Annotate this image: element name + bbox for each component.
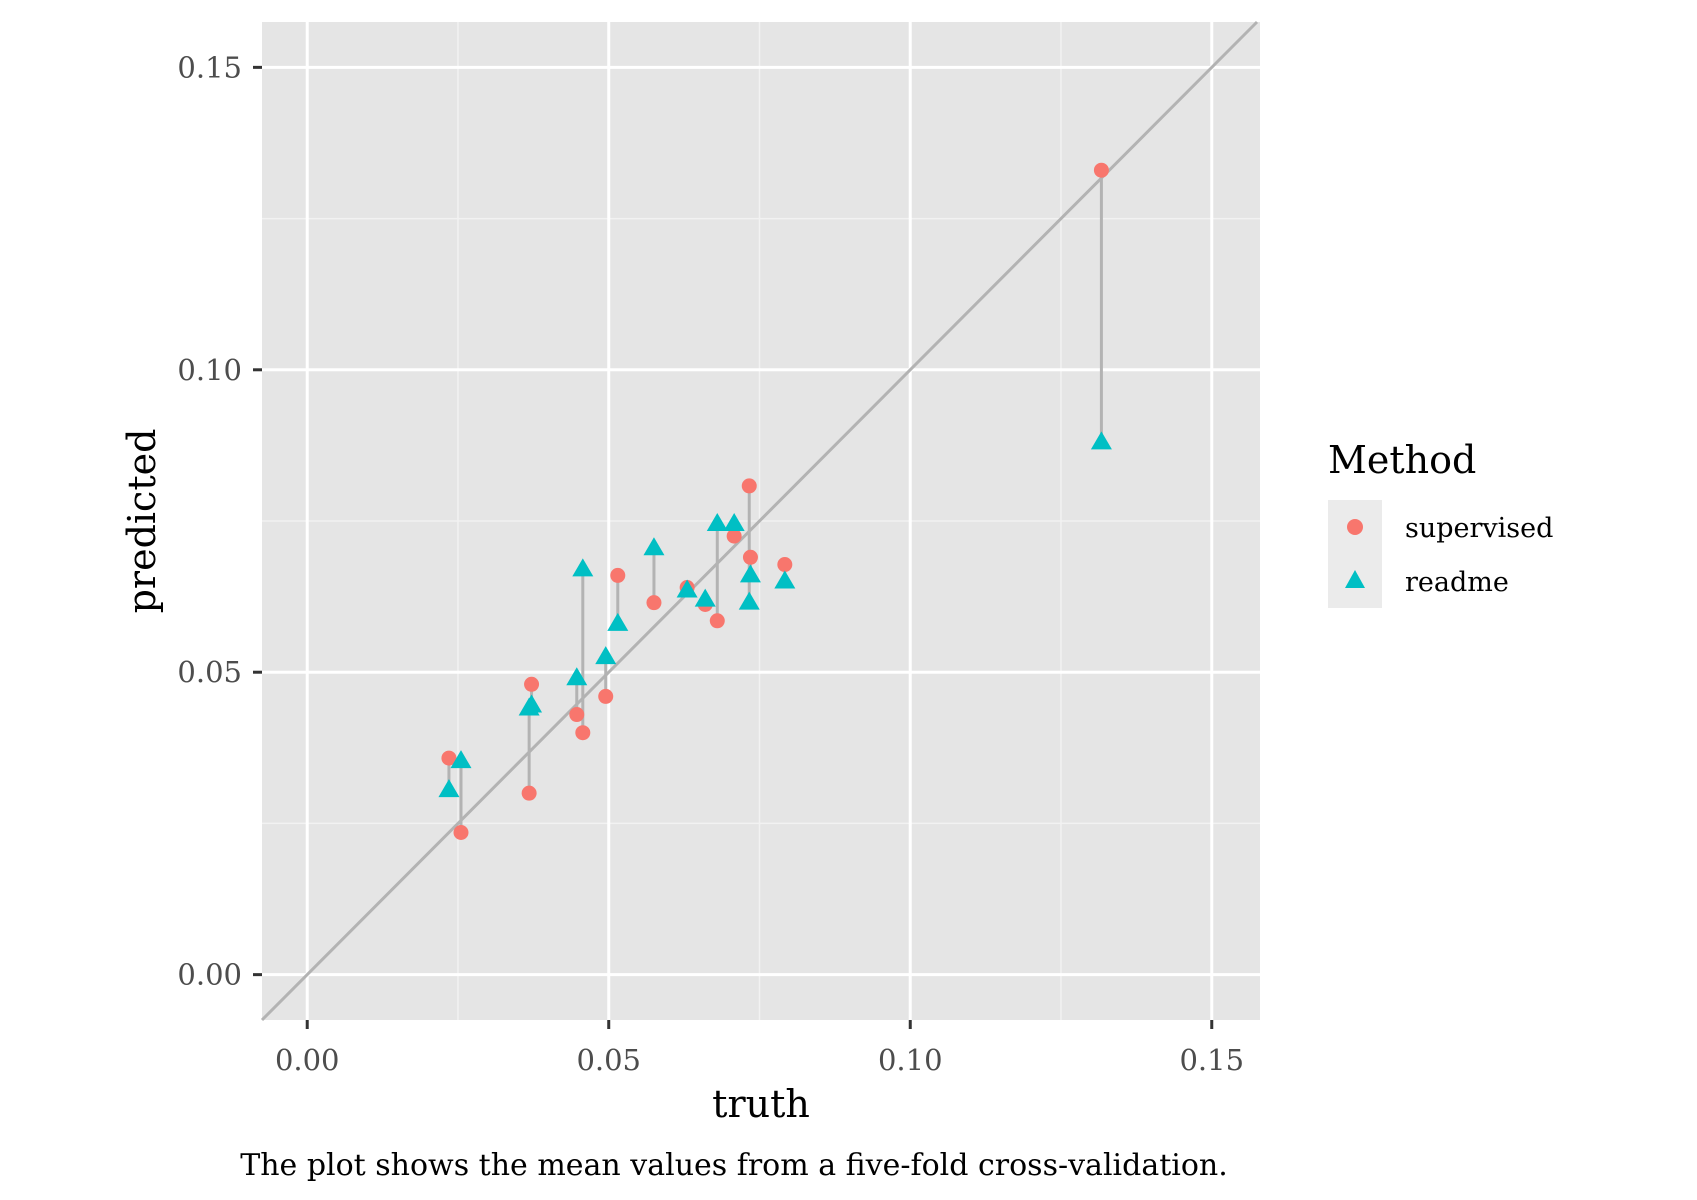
point-readme-4 [566,667,588,686]
point-supervised-8 [646,595,662,611]
y-tick-label-0: 0.00 [177,958,242,992]
point-supervised-11 [709,613,725,629]
point-supervised-7 [610,567,626,583]
point-supervised-1 [453,824,469,840]
legend-label-supervised: supervised [1405,513,1553,544]
point-supervised-13 [741,478,757,494]
point-supervised-2 [521,785,537,801]
point-readme-14 [739,564,761,583]
point-readme-11 [706,513,728,532]
point-readme-13 [738,591,760,610]
point-readme-10 [694,588,716,607]
point-supervised-4 [569,707,585,723]
x-axis: 0.00 0.05 0.10 0.15 [275,1020,1244,1077]
point-supervised-14 [742,549,758,565]
point-readme-12 [723,513,745,532]
point-supervised-0 [441,750,457,766]
y-axis: 0.00 0.05 0.10 0.15 [177,50,262,992]
supervised-points [441,162,1109,840]
x-tick-label-2: 0.10 [878,1043,943,1077]
point-readme-3 [521,694,543,713]
point-supervised-3 [524,676,540,692]
reference-line-group [260,20,1259,1022]
legend-symbol-readme [1345,570,1365,588]
x-tick-label-0: 0.00 [275,1043,340,1077]
point-readme-9 [676,579,698,598]
point-readme-5 [572,558,594,577]
legend-symbol-supervised [1347,519,1363,535]
point-supervised-12 [726,528,742,544]
y-tick-label-3: 0.15 [177,50,242,84]
point-readme-1 [450,750,472,769]
y-axis-title: predicted [120,429,164,614]
x-tick-label-3: 0.15 [1179,1043,1244,1077]
x-tick-label-1: 0.05 [576,1043,641,1077]
point-readme-6 [595,646,617,665]
major-gridlines [262,22,1260,1020]
point-supervised-5 [575,725,591,741]
caption: The plot shows the mean values from a fi… [240,1148,1228,1183]
x-axis-title: truth [712,1082,810,1126]
point-supervised-6 [598,688,614,704]
point-readme-15 [774,570,796,589]
y-tick-label-1: 0.05 [177,655,242,689]
reference-line [260,20,1259,1022]
point-supervised-15 [777,557,793,573]
legend-label-readme: readme [1405,567,1509,598]
legend: Method supervised readme [1328,438,1553,608]
legend-title: Method [1328,438,1476,482]
point-readme-16 [1090,431,1112,450]
point-readme-8 [643,537,665,556]
readme-points [438,431,1112,798]
point-supervised-16 [1093,162,1109,178]
point-readme-0 [438,779,460,798]
y-tick-label-2: 0.10 [177,353,242,387]
point-readme-7 [607,612,629,631]
